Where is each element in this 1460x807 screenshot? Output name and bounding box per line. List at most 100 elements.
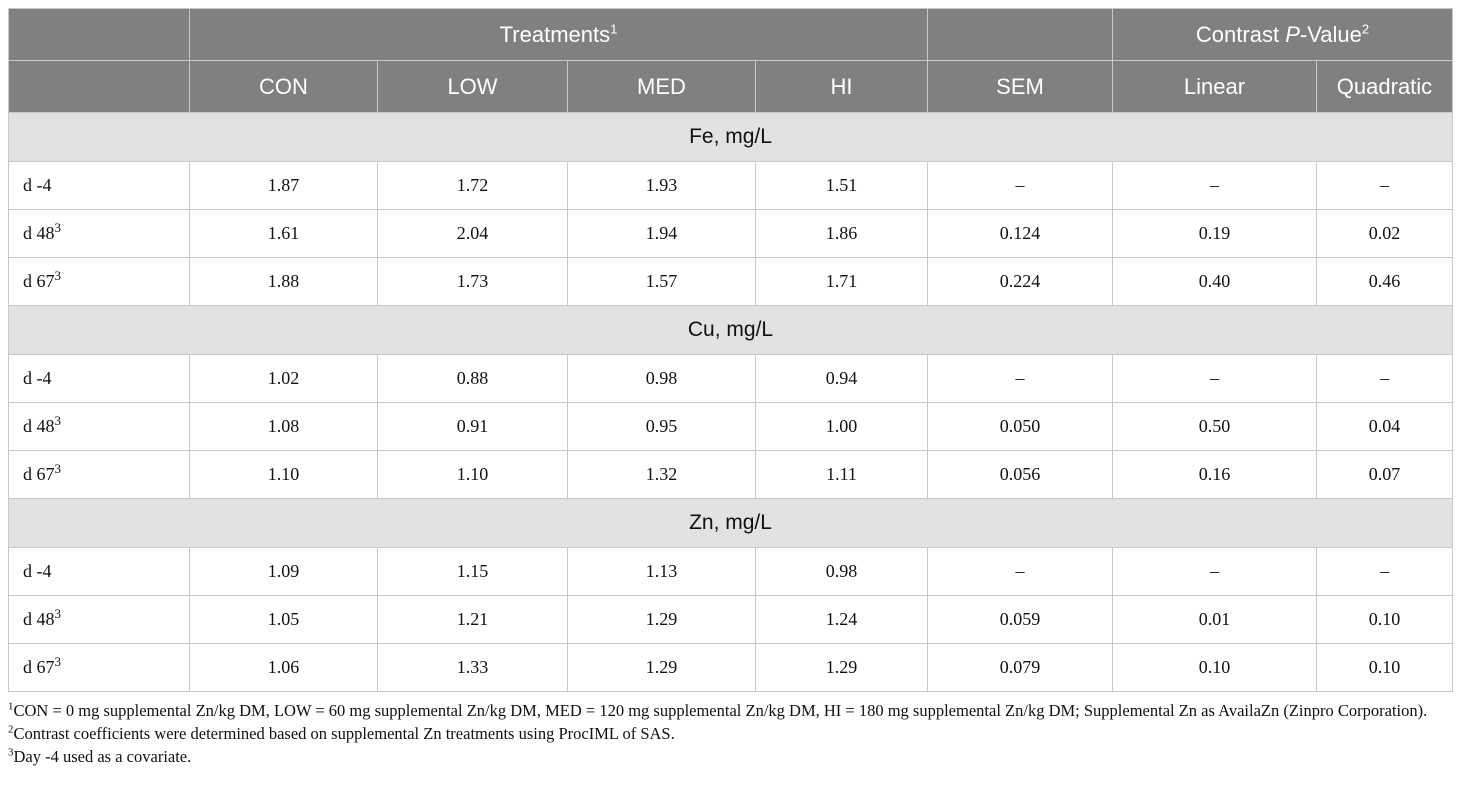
contrast-sup: 2 <box>1361 21 1370 37</box>
table-cell: – <box>1316 354 1453 403</box>
table-cell: 0.01 <box>1112 595 1317 644</box>
footnote: 2Contrast coefficients were determined b… <box>8 722 1452 745</box>
row-label: d 673 <box>8 450 190 499</box>
contrast-header: Contrast P-Value2 <box>1112 8 1453 61</box>
table-cell: – <box>927 354 1113 403</box>
row-label-sup: 3 <box>54 268 62 283</box>
table-cell: 1.00 <box>755 402 928 451</box>
table-cell: 1.51 <box>755 161 928 210</box>
treatments-header: Treatments1 <box>189 8 928 61</box>
table-cell: 1.87 <box>189 161 378 210</box>
contrast-label-post: -Value <box>1299 21 1362 47</box>
section-title: Cu, mg/L <box>8 305 1453 355</box>
table-cell: 1.32 <box>567 450 756 499</box>
table-cell: 0.124 <box>927 209 1113 258</box>
table-cell: 1.71 <box>755 257 928 306</box>
row-label-text: d 67 <box>23 271 55 291</box>
table-cell: 1.94 <box>567 209 756 258</box>
table-cell: 0.059 <box>927 595 1113 644</box>
footnote-sup: 3 <box>8 746 14 759</box>
table-cell: 0.224 <box>927 257 1113 306</box>
row-label: d 673 <box>8 643 190 692</box>
section-row: Zn, mg/L <box>8 498 1453 548</box>
row-label: d 483 <box>8 402 190 451</box>
row-label-text: d -4 <box>23 561 52 581</box>
table-cell: 0.056 <box>927 450 1113 499</box>
col-header: SEM <box>927 60 1113 113</box>
row-label-text: d 67 <box>23 657 55 677</box>
row-label-text: d -4 <box>23 368 52 388</box>
table-cell: 0.02 <box>1316 209 1453 258</box>
table-cell: 1.24 <box>755 595 928 644</box>
footnote-sup: 2 <box>8 723 14 736</box>
table-cell: 1.29 <box>755 643 928 692</box>
table-cell: 0.19 <box>1112 209 1317 258</box>
table-cell: 1.21 <box>377 595 568 644</box>
table-cell: 0.94 <box>755 354 928 403</box>
header-row-1: Treatments1 Contrast P-Value2 <box>8 8 1453 61</box>
row-label-text: d 48 <box>23 609 55 629</box>
table-cell: 0.10 <box>1112 643 1317 692</box>
table-row: d -4 1.09 1.15 1.13 0.98– – – <box>8 547 1453 596</box>
row-label: d 673 <box>8 257 190 306</box>
footnote: 3Day -4 used as a covariate. <box>8 745 1452 768</box>
table-cell: 1.13 <box>567 547 756 596</box>
table-cell: 0.95 <box>567 402 756 451</box>
contrast-label-pre: Contrast <box>1195 21 1286 47</box>
section-row: Cu, mg/L <box>8 305 1453 355</box>
table-row: d 673 1.10 1.10 1.32 1.11 0.056 0.16 0.07 <box>8 450 1453 499</box>
row-label: d 483 <box>8 595 190 644</box>
header-empty-cell-3 <box>8 60 190 113</box>
row-label-sup: 3 <box>54 461 62 476</box>
table-cell: – <box>927 161 1113 210</box>
table-cell: 1.02 <box>189 354 378 403</box>
table-cell: 1.29 <box>567 595 756 644</box>
col-header: MED <box>567 60 756 113</box>
table-row: d -4 1.02 0.88 0.98 0.94– – – <box>8 354 1453 403</box>
table-cell: 0.04 <box>1316 402 1453 451</box>
table-cell: 1.72 <box>377 161 568 210</box>
row-label-sup: 3 <box>54 606 62 621</box>
table-cell: – <box>1112 161 1317 210</box>
table-cell: 0.98 <box>755 547 928 596</box>
row-label-text: d 67 <box>23 464 55 484</box>
table-cell: 1.10 <box>189 450 378 499</box>
header-row-2: CON LOW MED HI SEM Linear Quadratic <box>8 60 1453 113</box>
row-label-sup: 3 <box>54 220 62 235</box>
col-header: LOW <box>377 60 568 113</box>
table-cell: – <box>1112 354 1317 403</box>
treatments-label: Treatments <box>499 21 611 47</box>
table-row: d 483 1.05 1.21 1.29 1.24 0.059 0.01 0.10 <box>8 595 1453 644</box>
table-cell: 0.98 <box>567 354 756 403</box>
table-cell: 0.079 <box>927 643 1113 692</box>
table-cell: 0.16 <box>1112 450 1317 499</box>
row-label-sup: 3 <box>54 654 62 669</box>
table-cell: 1.88 <box>189 257 378 306</box>
section-title: Fe, mg/L <box>8 112 1453 162</box>
table-cell: 0.050 <box>927 402 1113 451</box>
table-cell: 0.50 <box>1112 402 1317 451</box>
table-cell: 0.40 <box>1112 257 1317 306</box>
row-label-text: d 48 <box>23 223 55 243</box>
data-table: Treatments1 Contrast P-Value2 CON LOW ME… <box>8 8 1453 692</box>
table-cell: 1.15 <box>377 547 568 596</box>
row-label-sup: 3 <box>54 413 62 428</box>
table-cell: 1.09 <box>189 547 378 596</box>
table-cell: 1.57 <box>567 257 756 306</box>
table-cell: 1.61 <box>189 209 378 258</box>
contrast-label-italic: P <box>1285 21 1300 47</box>
table-cell: 1.93 <box>567 161 756 210</box>
table-cell: – <box>1316 547 1453 596</box>
table-cell: 1.33 <box>377 643 568 692</box>
table-row: d 483 1.61 2.04 1.94 1.86 0.124 0.19 0.02 <box>8 209 1453 258</box>
table-cell: 1.11 <box>755 450 928 499</box>
header-empty-cell <box>8 8 190 61</box>
table-cell: 1.86 <box>755 209 928 258</box>
table-cell: 0.10 <box>1316 643 1453 692</box>
col-header: CON <box>189 60 378 113</box>
col-header: HI <box>755 60 928 113</box>
treatments-sup: 1 <box>610 21 618 37</box>
table-cell: 1.06 <box>189 643 378 692</box>
table-row: d 673 1.88 1.73 1.57 1.71 0.224 0.40 0.46 <box>8 257 1453 306</box>
table-cell: – <box>927 547 1113 596</box>
